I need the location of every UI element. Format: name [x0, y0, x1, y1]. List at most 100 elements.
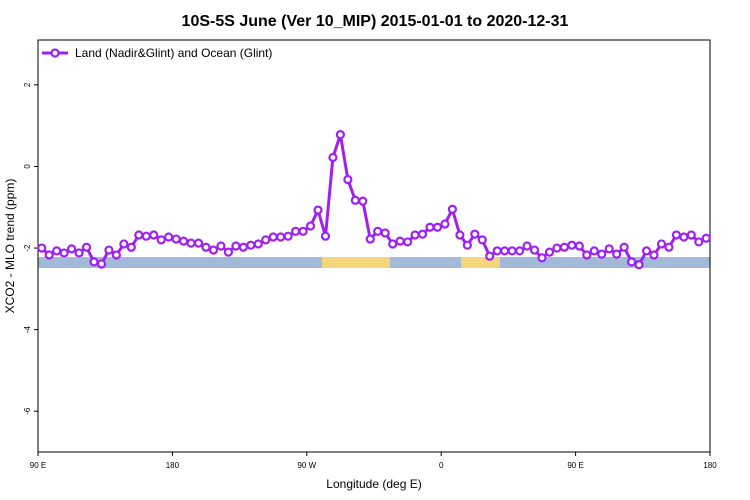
point	[328, 152, 338, 163]
point	[261, 235, 271, 245]
point	[149, 230, 159, 240]
x-tick-label: 0	[439, 461, 444, 470]
y-tick-label: -2	[23, 244, 32, 252]
point	[208, 245, 219, 255]
point	[522, 241, 532, 251]
point	[485, 251, 495, 261]
point	[104, 245, 114, 255]
point	[373, 226, 383, 236]
point	[462, 240, 472, 250]
point	[537, 253, 547, 263]
point	[410, 230, 420, 240]
point	[649, 250, 659, 260]
x-tick-label: 180	[703, 461, 717, 470]
point	[671, 230, 682, 240]
point	[268, 232, 278, 242]
point	[253, 239, 263, 249]
point	[380, 228, 390, 238]
legend-label: Land (Nadir&Glint) and Ocean (Glint)	[75, 46, 272, 60]
point	[201, 242, 211, 252]
point	[313, 205, 323, 215]
point	[425, 222, 435, 232]
point	[641, 246, 652, 256]
x-tick-label: 90 W	[297, 461, 316, 470]
point	[500, 246, 510, 256]
point	[395, 236, 405, 246]
point	[417, 229, 428, 239]
y-tick-label: 2	[23, 82, 32, 87]
point	[656, 239, 667, 249]
point	[193, 238, 204, 248]
point	[164, 232, 174, 242]
point	[223, 247, 233, 257]
point	[276, 232, 286, 242]
point	[66, 244, 77, 254]
chart-title: 10S-5S June (Ver 10_MIP) 2015-01-01 to 2…	[182, 13, 569, 30]
point	[335, 130, 345, 140]
point	[186, 238, 196, 248]
point	[216, 241, 226, 251]
point	[365, 234, 375, 244]
x-tick-label: 180	[166, 461, 180, 470]
point	[343, 174, 353, 185]
point	[298, 226, 308, 236]
point	[283, 231, 293, 241]
point	[544, 247, 555, 257]
point	[552, 243, 562, 253]
point	[246, 240, 256, 250]
point	[612, 249, 622, 259]
point	[403, 237, 413, 247]
y-axis-label: XCO2 - MLO trend (ppm)	[3, 179, 17, 314]
point	[604, 244, 614, 254]
point	[582, 250, 592, 260]
point	[126, 242, 136, 252]
point	[574, 241, 584, 251]
point	[694, 237, 704, 247]
point	[597, 249, 607, 259]
point	[89, 257, 99, 267]
point	[664, 242, 674, 252]
point	[81, 242, 92, 252]
point	[507, 246, 517, 256]
point	[231, 241, 241, 251]
point	[619, 242, 629, 252]
point	[477, 235, 487, 245]
point	[238, 242, 248, 252]
point	[589, 246, 599, 256]
point	[567, 240, 577, 250]
point	[52, 246, 62, 256]
point	[492, 246, 502, 256]
point	[529, 245, 540, 255]
point	[59, 248, 69, 258]
point	[141, 231, 151, 241]
point	[156, 235, 166, 245]
point	[634, 260, 644, 270]
point	[626, 257, 637, 267]
point	[44, 250, 54, 260]
point	[320, 231, 331, 241]
x-axis-label: Longitude (deg E)	[326, 477, 421, 491]
point	[686, 230, 696, 240]
point	[305, 221, 316, 231]
point	[432, 222, 443, 232]
point	[96, 259, 107, 269]
y-tick-label: 0	[23, 164, 32, 169]
legend-marker	[50, 48, 60, 58]
surface-strip	[38, 257, 710, 268]
point	[358, 196, 368, 206]
point	[388, 239, 398, 249]
land-band	[461, 257, 500, 268]
point	[470, 229, 480, 239]
point	[179, 236, 189, 246]
y-tick-label: -4	[23, 326, 32, 334]
point	[37, 243, 47, 253]
point	[171, 234, 181, 244]
point	[514, 246, 525, 256]
point	[701, 233, 711, 243]
point	[455, 230, 465, 240]
point	[134, 230, 144, 240]
y-tick-label: -6	[23, 407, 32, 415]
x-tick-label: 90 E	[30, 461, 46, 470]
point	[350, 195, 360, 205]
point	[559, 242, 570, 252]
